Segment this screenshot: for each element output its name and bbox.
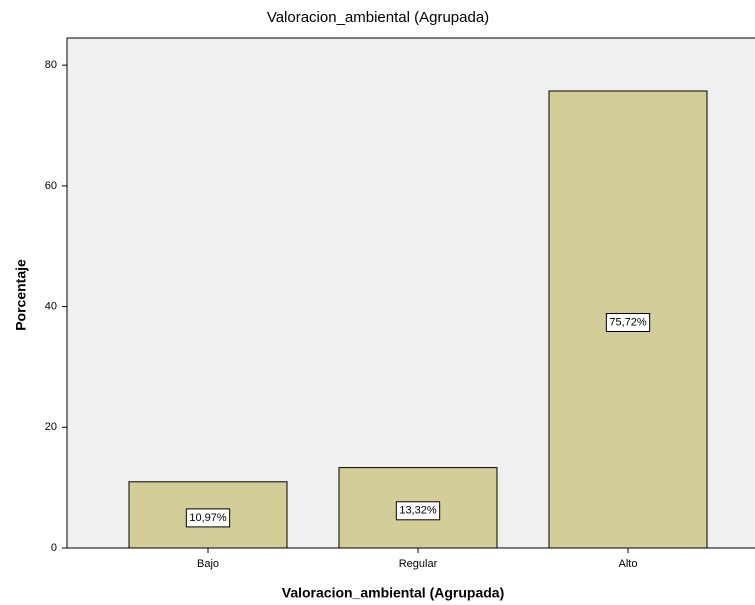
y-tick-label: 20 bbox=[45, 421, 57, 433]
y-tick-label: 40 bbox=[45, 300, 57, 312]
y-tick-label: 0 bbox=[51, 542, 57, 554]
value-label: 75,72% bbox=[609, 316, 647, 328]
value-label-box bbox=[185, 508, 231, 528]
y-tick-label: 80 bbox=[45, 59, 57, 71]
x-axis-title: Valoracion_ambiental (Agrupada) bbox=[282, 585, 505, 601]
value-label: 13,32% bbox=[399, 505, 437, 517]
x-tick-label: Alto bbox=[619, 558, 638, 570]
chart-title: Valoracion_ambiental (Agrupada) bbox=[267, 9, 489, 26]
y-axis-title: Porcentaje bbox=[13, 259, 29, 331]
value-label-box bbox=[605, 312, 651, 332]
value-label-box bbox=[395, 501, 441, 521]
y-tick-label: 60 bbox=[45, 180, 57, 192]
x-tick-label: Bajo bbox=[197, 558, 219, 570]
x-tick-label: Regular bbox=[399, 558, 438, 570]
value-label: 10,97% bbox=[189, 512, 227, 524]
